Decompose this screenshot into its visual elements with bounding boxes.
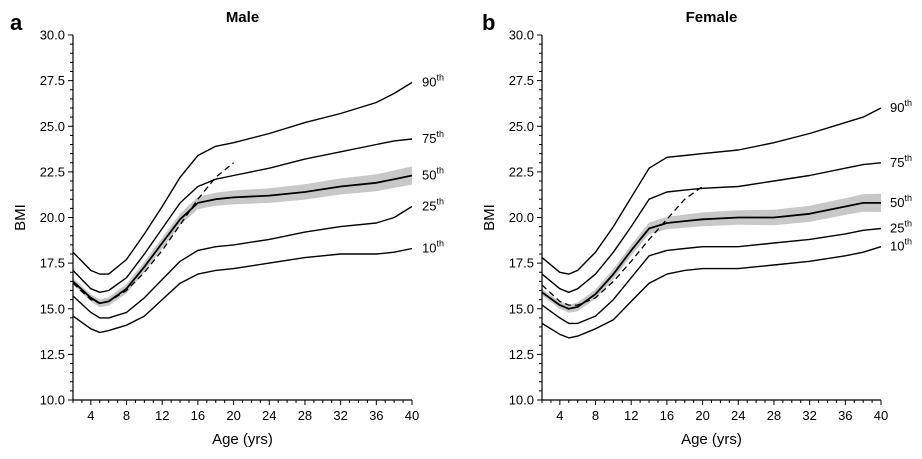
x-tick-label: 32 xyxy=(802,408,816,423)
y-tick-label: 12.5 xyxy=(509,347,534,362)
x-tick-label: 12 xyxy=(624,408,638,423)
y-tick-label: 20.0 xyxy=(509,210,534,225)
panel-letter: a xyxy=(10,10,23,35)
percentile-25-line xyxy=(541,227,882,325)
x-tick-label: 8 xyxy=(123,408,130,423)
x-tick-label: 32 xyxy=(333,408,347,423)
y-tick-label: 20.0 xyxy=(40,210,65,225)
percentile-90-label: 90th xyxy=(422,72,444,89)
x-tick-label: 40 xyxy=(874,408,888,423)
x-tick-label: 16 xyxy=(191,408,205,423)
percentile-50-label: 50th xyxy=(890,193,912,210)
percentile-25-label: 25th xyxy=(422,197,444,214)
y-tick-label: 15.0 xyxy=(40,301,65,316)
y-tick-label: 15.0 xyxy=(509,301,534,316)
percentile-90-line xyxy=(72,81,413,275)
chart-title: Male xyxy=(226,9,259,26)
x-tick-label: 40 xyxy=(405,408,419,423)
y-axis-title: BMI xyxy=(12,204,29,231)
y-tick-label: 22.5 xyxy=(509,164,534,179)
x-tick-label: 28 xyxy=(298,408,312,423)
percentile-75-label: 75th xyxy=(422,129,444,146)
x-tick-label: 8 xyxy=(592,408,599,423)
x-tick-label: 12 xyxy=(155,408,169,423)
percentile-25-label: 25th xyxy=(890,218,912,235)
reference-dashed-line xyxy=(72,162,235,304)
reference-dashed-line xyxy=(541,185,703,306)
percentile-90-line xyxy=(541,107,882,275)
y-tick-label: 30.0 xyxy=(509,28,534,43)
percentile-75-line xyxy=(541,162,882,293)
y-tick-label: 30.0 xyxy=(40,28,65,43)
x-tick-label: 28 xyxy=(767,408,781,423)
x-tick-label: 36 xyxy=(838,408,852,423)
panel-letter: b xyxy=(482,10,495,35)
y-tick-label: 10.0 xyxy=(509,393,534,408)
y-axis-title: BMI xyxy=(481,204,498,231)
x-tick-label: 36 xyxy=(369,408,383,423)
panel-male: a Male 90th 75th 50th 25th 10th 10.0 12.5 15.0 17.… xyxy=(10,9,444,448)
y-tick-label: 22.5 xyxy=(40,164,65,179)
confidence-band xyxy=(73,166,412,308)
percentile-10-label: 10th xyxy=(422,239,444,256)
percentile-25-line xyxy=(72,205,413,319)
x-tick-label: 24 xyxy=(262,408,276,423)
x-tick-label: 24 xyxy=(731,408,745,423)
y-tick-label: 25.0 xyxy=(40,119,65,134)
x-axis-title: Age (yrs) xyxy=(681,431,742,448)
y-tick-label: 25.0 xyxy=(509,119,534,134)
chart-title: Female xyxy=(686,9,738,26)
x-tick-label: 16 xyxy=(660,408,674,423)
percentile-50-label: 50th xyxy=(422,166,444,183)
x-tick-label: 20 xyxy=(695,408,709,423)
y-tick-label: 17.5 xyxy=(40,256,65,271)
percentile-50-line xyxy=(541,201,881,310)
x-tick-label: 20 xyxy=(226,408,240,423)
percentile-10-line xyxy=(541,246,882,339)
percentile-10-line xyxy=(72,247,413,334)
percentile-75-line xyxy=(72,138,413,293)
percentile-90-label: 90th xyxy=(890,98,912,115)
y-tick-label: 17.5 xyxy=(509,256,534,271)
y-tick-label: 27.5 xyxy=(40,73,65,88)
percentile-10-label: 10th xyxy=(890,237,912,254)
y-tick-label: 10.0 xyxy=(40,393,65,408)
panel-female: b Female 90th 75th 50th 25th 10th 10.0 12.5 15.0 1… xyxy=(481,9,912,448)
x-axis-title: Age (yrs) xyxy=(212,431,273,448)
y-tick-label: 27.5 xyxy=(509,73,534,88)
percentile-75-label: 75th xyxy=(890,153,912,170)
x-tick-label: 4 xyxy=(556,408,563,423)
x-tick-label: 4 xyxy=(87,408,94,423)
y-tick-label: 12.5 xyxy=(40,347,65,362)
